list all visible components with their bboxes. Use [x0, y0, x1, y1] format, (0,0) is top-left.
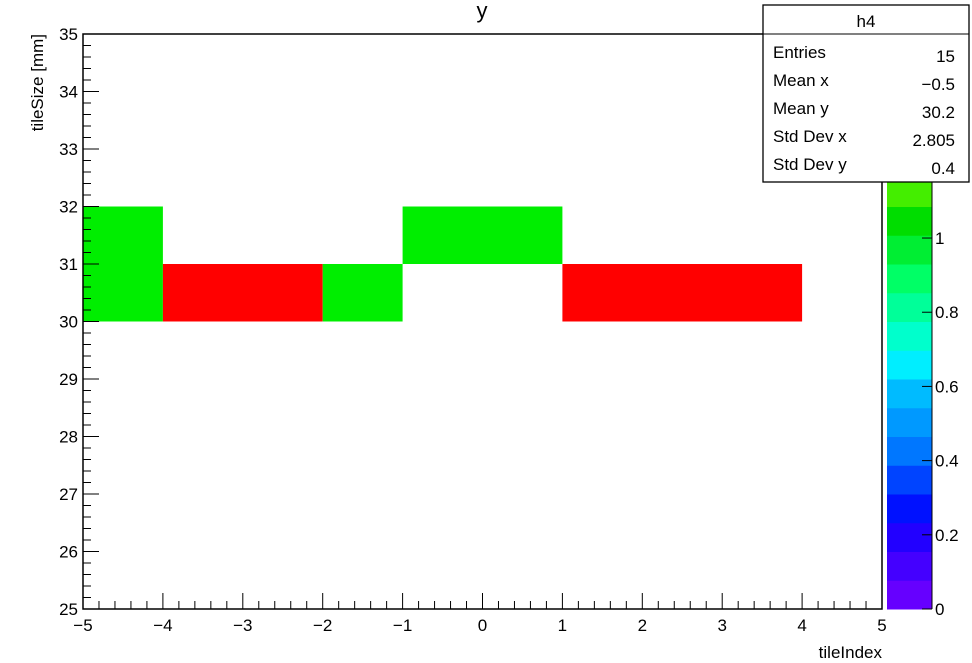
palette-band	[887, 379, 932, 409]
y-tick-label: 31	[59, 255, 78, 274]
color-palette: 00.20.40.60.811.21.4	[887, 34, 959, 619]
y-tick-label: 26	[59, 543, 78, 562]
stats-label: Mean y	[773, 99, 829, 118]
palette-band	[887, 206, 932, 236]
plot-frame	[82, 33, 883, 610]
palette-tick-label: 0.4	[935, 452, 959, 471]
heatmap-cell-4	[562, 264, 803, 322]
palette-tick-label: 0.2	[935, 526, 959, 545]
x-tick-label: 3	[717, 616, 726, 635]
palette-band	[887, 551, 932, 581]
stats-value: 0.4	[931, 159, 955, 178]
heatmap-cells	[83, 206, 803, 322]
y-tick-label: 33	[59, 140, 78, 159]
stats-box: h4 Entries 15 Mean x −0.5 Mean y 30.2 Std Dev …	[762, 4, 970, 183]
palette-band	[887, 292, 932, 322]
stats-label: Mean x	[773, 71, 829, 90]
stats-value: 15	[936, 47, 955, 66]
palette-band	[887, 350, 932, 380]
palette-band	[887, 522, 932, 552]
y-tick-label: 32	[59, 198, 78, 217]
x-tick-label: 5	[877, 616, 886, 635]
x-tick-label: 1	[558, 616, 567, 635]
palette-band	[887, 494, 932, 524]
stats-label: Std Dev x	[773, 127, 847, 146]
x-tick-label: −2	[313, 616, 332, 635]
stats-value: 2.805	[912, 131, 955, 150]
palette-band	[887, 436, 932, 466]
stats-label: Entries	[773, 43, 826, 62]
y-tick-label: 27	[59, 485, 78, 504]
x-tick-label: 4	[797, 616, 806, 635]
stats-value: −0.5	[921, 75, 955, 94]
stats-rows: Entries 15 Mean x −0.5 Mean y 30.2 Std Dev x 2.…	[773, 43, 955, 178]
palette-band	[887, 580, 932, 610]
palette-tick-label: 1	[935, 229, 944, 248]
x-tick-label: −1	[393, 616, 412, 635]
heatmap-cell-1	[162, 264, 323, 322]
palette-band	[887, 235, 932, 265]
palette-tick-label: 0.8	[935, 303, 959, 322]
x-tick-label: −3	[233, 616, 252, 635]
x-tick-label: 2	[638, 616, 647, 635]
heatmap-cell-3	[402, 206, 563, 264]
stats-value: 30.2	[922, 103, 955, 122]
y-tick-label: 30	[59, 313, 78, 332]
x-tick-label: 0	[478, 616, 487, 635]
heatmap-cell-2	[322, 264, 403, 322]
y-tick-label: 35	[59, 25, 78, 44]
y-axis-title: tileSize [mm]	[28, 34, 47, 131]
palette-band	[887, 465, 932, 495]
y-tick-label: 28	[59, 428, 78, 447]
y-tick-label: 25	[59, 600, 78, 619]
x-tick-label: −4	[153, 616, 172, 635]
palette-band	[887, 264, 932, 294]
y-tick-label: 29	[59, 370, 78, 389]
chart-title: y	[477, 0, 488, 23]
palette-tick-label: 0.6	[935, 377, 959, 396]
x-tick-label: −5	[73, 616, 92, 635]
stats-label: Std Dev y	[773, 155, 847, 174]
x-axis-title: tileIndex	[819, 643, 883, 662]
palette-band	[887, 321, 932, 351]
palette-band	[887, 407, 932, 437]
palette-tick-label: 0	[935, 600, 944, 619]
y-tick-label: 34	[59, 83, 78, 102]
stats-box-title: h4	[857, 12, 876, 31]
